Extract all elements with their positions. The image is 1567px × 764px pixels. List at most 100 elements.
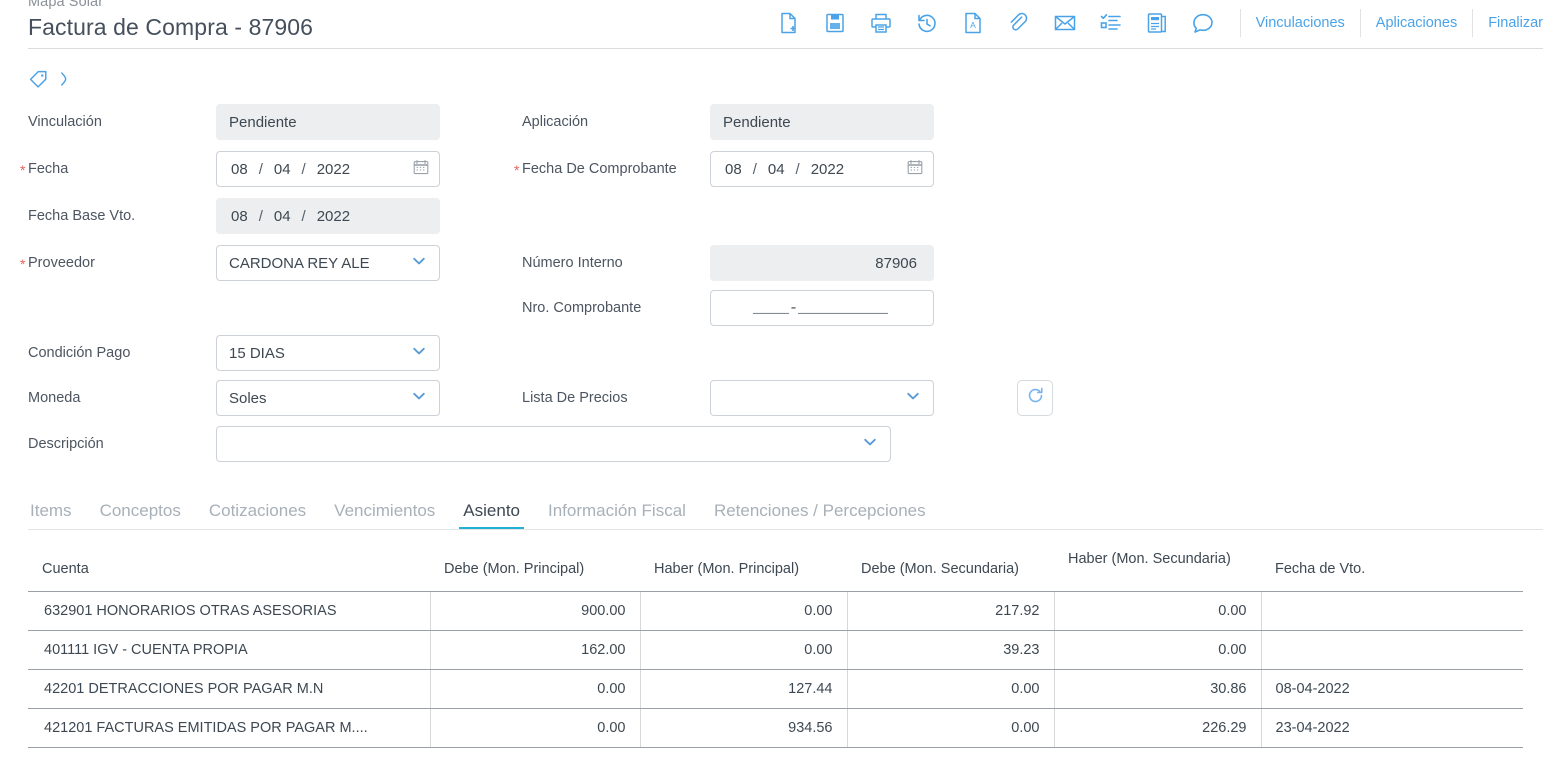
table-row[interactable]: 401111 IGV - CUENTA PROPIA 162.00 0.00 3… [28, 630, 1523, 670]
fecha-base-vto-sep-1: / [258, 207, 263, 225]
print-icon[interactable] [858, 2, 904, 44]
tab-vencimientos[interactable]: Vencimientos [334, 501, 436, 520]
chevron-down-icon[interactable] [411, 343, 427, 363]
cell-cuenta: 421201 FACTURAS EMITIDAS POR PAGAR M.... [28, 708, 431, 748]
chevron-down-icon[interactable] [411, 388, 427, 408]
field-descripcion: Descripción [28, 426, 891, 462]
header-title-block: Mapa Solar Factura de Compra - 87906 [28, 0, 313, 42]
fecha-day[interactable]: 08 [231, 160, 248, 178]
label-lista-precios: Lista De Precios [522, 390, 628, 406]
input-fecha-base-vto: 08 / 04 / 2022 [216, 198, 440, 234]
input-fecha-comprobante[interactable]: 08 / 04 / 2022 [710, 151, 934, 187]
column-header-debe-secundaria[interactable]: Debe (Mon. Secundaria) [847, 545, 1054, 592]
email-icon[interactable] [1042, 2, 1088, 44]
fecha-base-vto-day: 08 [231, 207, 248, 225]
calendar-icon[interactable] [413, 159, 429, 179]
select-lista-precios[interactable] [710, 380, 934, 416]
tab-conceptos[interactable]: Conceptos [99, 501, 181, 520]
nro-comprobante-mask: ____-__________ [753, 299, 889, 317]
field-nro-comprobante: Nro. Comprobante ____-__________ [522, 290, 934, 326]
cell-haber-principal: 0.00 [640, 591, 848, 631]
header-link-vinculaciones[interactable]: Vinculaciones [1239, 9, 1360, 37]
tab-bar: Items Conceptos Cotizaciones Vencimiento… [28, 490, 940, 530]
tab-items[interactable]: Items [30, 501, 72, 520]
cell-haber-secundaria: 0.00 [1054, 630, 1262, 670]
input-nro-comprobante[interactable]: ____-__________ [710, 290, 934, 326]
fecha-sep-2: / [301, 160, 306, 178]
refresh-price-list-button[interactable] [1017, 380, 1053, 416]
column-header-cuenta[interactable]: Cuenta [28, 545, 430, 592]
cell-haber-secundaria: 30.86 [1054, 669, 1262, 709]
value-condicion-pago: 15 DIAS [229, 344, 285, 362]
select-condicion-pago[interactable]: 15 DIAS [216, 335, 440, 371]
value-proveedor: CARDONA REY ALE [229, 254, 370, 272]
date-parts-fecha-comprobante: 08 / 04 / 2022 [725, 161, 907, 178]
calendar-icon[interactable] [907, 159, 923, 179]
field-moneda: Moneda Soles [28, 380, 440, 416]
select-proveedor[interactable]: CARDONA REY ALE [216, 245, 440, 281]
select-moneda[interactable]: Soles [216, 380, 440, 416]
fecha-comprobante-sep-2: / [795, 160, 800, 178]
checklist-icon[interactable] [1088, 2, 1134, 44]
chevron-down-icon[interactable] [905, 388, 921, 408]
column-header-fecha-vto[interactable]: Fecha de Vto. [1261, 545, 1523, 592]
chevron-down-icon[interactable] [411, 253, 427, 273]
input-aplicacion: Pendiente [710, 104, 934, 140]
fecha-year[interactable]: 2022 [316, 160, 351, 178]
field-numero-interno: Número Interno 87906 [522, 245, 934, 281]
cell-debe-secundaria: 217.92 [847, 591, 1055, 631]
new-document-icon[interactable] [766, 2, 812, 44]
save-icon[interactable] [812, 2, 858, 44]
tab-informacion-fiscal[interactable]: Información Fiscal [548, 501, 686, 520]
cell-cuenta: 42201 DETRACCIONES POR PAGAR M.N [28, 669, 431, 709]
attachment-icon[interactable] [996, 2, 1042, 44]
comment-icon[interactable] [1180, 2, 1226, 44]
field-proveedor: Proveedor CARDONA REY ALE [20, 245, 440, 281]
tag-icon[interactable] [28, 68, 50, 95]
table-row[interactable]: 421201 FACTURAS EMITIDAS POR PAGAR M....… [28, 708, 1523, 748]
tab-retenciones-percepciones[interactable]: Retenciones / Percepciones [713, 501, 926, 520]
value-vinculacion: Pendiente [229, 113, 297, 131]
column-header-haber-principal[interactable]: Haber (Mon. Principal) [640, 545, 847, 592]
history-icon[interactable] [904, 2, 950, 44]
fecha-base-vto-year: 2022 [316, 207, 351, 225]
svg-text:A: A [970, 20, 976, 30]
header-link-aplicaciones[interactable]: Aplicaciones [1359, 9, 1472, 37]
tab-cotizaciones[interactable]: Cotizaciones [208, 501, 307, 520]
cell-fecha-vto [1261, 630, 1523, 670]
header-link-finalizar[interactable]: Finalizar [1472, 9, 1549, 37]
fecha-comprobante-year[interactable]: 2022 [810, 160, 845, 178]
date-parts-fecha: 08 / 04 / 2022 [231, 161, 413, 178]
label-fecha-base-vto: Fecha Base Vto. [28, 208, 136, 224]
label-fecha: Fecha [20, 161, 216, 178]
label-fecha-comprobante: Fecha De Comprobante [514, 161, 710, 178]
cell-debe-secundaria: 0.00 [847, 669, 1055, 709]
cell-debe-principal: 162.00 [430, 630, 641, 670]
asiento-table: Cuenta Debe (Mon. Principal) Haber (Mon.… [28, 545, 1523, 748]
field-condicion-pago: Condición Pago 15 DIAS [28, 335, 440, 371]
cell-fecha-vto: 23-04-2022 [1261, 708, 1523, 748]
report-icon[interactable] [1134, 2, 1180, 44]
label-aplicacion: Aplicación [522, 114, 589, 130]
cell-haber-secundaria: 0.00 [1054, 591, 1262, 631]
label-condicion-pago: Condición Pago [28, 345, 131, 361]
table-row[interactable]: 632901 HONORARIOS OTRAS ASESORIAS 900.00… [28, 591, 1523, 631]
refresh-button-box[interactable] [1017, 380, 1053, 416]
tab-asiento[interactable]: Asiento [449, 501, 534, 530]
table-row[interactable]: 42201 DETRACCIONES POR PAGAR M.N 0.00 12… [28, 669, 1523, 709]
input-fecha[interactable]: 08 / 04 / 2022 [216, 151, 440, 187]
column-header-haber-secundaria[interactable]: Haber (Mon. Secundaria) [1054, 545, 1261, 592]
tag-expand-chevron-icon[interactable] [58, 68, 70, 95]
fecha-comprobante-day[interactable]: 08 [725, 160, 742, 178]
cell-debe-principal: 0.00 [430, 708, 641, 748]
table-header-row: Cuenta Debe (Mon. Principal) Haber (Mon.… [28, 545, 1523, 592]
table-head: Cuenta Debe (Mon. Principal) Haber (Mon.… [28, 545, 1523, 592]
field-lista-precios: Lista De Precios [522, 380, 934, 416]
label-numero-interno: Número Interno [522, 255, 623, 271]
column-header-debe-principal[interactable]: Debe (Mon. Principal) [430, 545, 640, 592]
select-descripcion[interactable] [216, 426, 891, 462]
fecha-month[interactable]: 04 [273, 160, 291, 178]
chevron-down-icon[interactable] [862, 434, 878, 454]
fecha-comprobante-month[interactable]: 04 [767, 160, 785, 178]
document-text-icon[interactable]: A [950, 2, 996, 44]
